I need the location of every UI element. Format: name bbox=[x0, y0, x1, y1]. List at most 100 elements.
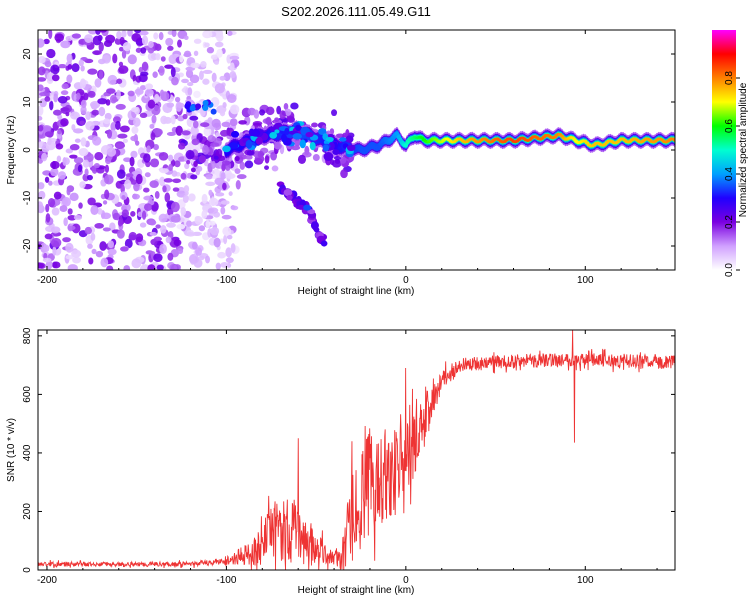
spectrogram-noise-blob bbox=[69, 144, 80, 151]
spectrogram-ridge-blob bbox=[281, 133, 287, 143]
spectrogram-noise-blob bbox=[152, 128, 163, 136]
spectrogram-noise-blob bbox=[168, 163, 173, 172]
spectrogram-ridge-blob bbox=[255, 136, 263, 145]
spectrogram-noise-blob bbox=[229, 70, 237, 79]
spectrogram-noise-blob bbox=[204, 42, 210, 48]
spectrogram-noise-blob bbox=[156, 264, 164, 270]
spectrogram-noise-blob bbox=[193, 50, 199, 57]
spectrogram-ylabel: Frequency (Hz) bbox=[6, 116, 17, 185]
spectrogram-ridge-blob bbox=[250, 129, 261, 137]
spectrogram-noise-blob bbox=[62, 157, 67, 166]
spectrogram-noise-blob bbox=[57, 95, 68, 104]
spectrogram-noise-blob bbox=[119, 125, 130, 133]
spectrogram-scatter-blob bbox=[221, 160, 231, 166]
spectrogram-noise-blob bbox=[147, 99, 156, 109]
spectrogram-noise-blob bbox=[220, 200, 230, 205]
spectrogram-noise-blob bbox=[119, 36, 125, 44]
spectrogram-noise-blob bbox=[80, 99, 87, 109]
spectrogram-noise-blob bbox=[127, 54, 137, 65]
spectrogram-noise-blob bbox=[199, 70, 204, 81]
colorbar-tick-label: 0.0 bbox=[724, 263, 735, 277]
spectrogram-scatter-blob bbox=[239, 161, 245, 170]
spectrogram-noise-blob bbox=[71, 249, 82, 258]
spectrogram-noise-blob bbox=[175, 125, 183, 136]
spectrogram-noise-blob bbox=[208, 220, 216, 226]
spectrogram-scatter-blob bbox=[265, 116, 272, 126]
spectrogram-noise-blob bbox=[134, 88, 144, 95]
spectrogram-scatter-blob bbox=[311, 122, 318, 128]
spectrogram-ridge-blob bbox=[318, 128, 327, 135]
spectrogram-noise-blob bbox=[226, 54, 232, 64]
spectrogram-noise-blob bbox=[184, 162, 190, 170]
spectrogram-noise-blob bbox=[59, 205, 68, 213]
spectrogram-noise-blob bbox=[66, 74, 73, 84]
spectrogram-noise-blob bbox=[167, 252, 174, 261]
spectrogram-xlabel: Height of straight line (km) bbox=[298, 286, 415, 297]
spectrogram-branch-blob bbox=[286, 194, 293, 201]
spectrogram-noise-blob bbox=[198, 255, 205, 261]
spectrogram-noise-blob bbox=[45, 213, 51, 223]
spectrogram-scatter-blob bbox=[193, 120, 199, 129]
spectrogram-noise-blob bbox=[188, 193, 196, 202]
spectrogram-noise-blob bbox=[215, 192, 225, 197]
spectrogram-noise-blob bbox=[127, 30, 133, 37]
spectrogram-noise-blob bbox=[187, 82, 194, 87]
spectrogram-scatter-blob bbox=[274, 117, 280, 123]
spectrogram-noise-blob bbox=[44, 96, 51, 102]
spectrogram-scatter-blob bbox=[200, 122, 210, 128]
spectrogram-noise-blob bbox=[135, 233, 144, 243]
spectrogram-noise-blob bbox=[168, 154, 174, 162]
spectrogram-scatter-blob bbox=[182, 113, 188, 120]
spectrogram-noise-blob bbox=[152, 71, 158, 79]
spectrogram-ridge-blob bbox=[274, 129, 280, 134]
spectrogram-noise-blob bbox=[222, 226, 232, 236]
spectrogram-noise-blob bbox=[159, 176, 166, 187]
spectrogram-scatter-blob bbox=[253, 109, 260, 119]
spectrogram-noise-blob bbox=[48, 30, 53, 40]
spectrogram-noise-blob bbox=[150, 158, 160, 168]
colorbar-ticks: 0.0 0.2 0.4 0.6 0.8 bbox=[724, 71, 740, 277]
spectrogram-noise-blob bbox=[73, 215, 83, 220]
spectrogram-scatter-blob bbox=[236, 174, 247, 180]
spectrogram-noise-blob bbox=[221, 214, 232, 220]
spectrogram-noise-blob bbox=[94, 223, 104, 229]
spectrogram-noise-blob bbox=[148, 40, 154, 49]
spectrogram-scatter-blob bbox=[279, 110, 286, 120]
spectrogram-scatter-blob bbox=[331, 109, 338, 117]
spectrogram-noise-blob bbox=[193, 90, 201, 99]
spectrogram-noise-blob bbox=[137, 211, 144, 218]
spectrogram-noise-blob bbox=[76, 92, 81, 100]
spectrogram-noise-blob bbox=[171, 76, 179, 86]
spectrogram-noise-blob bbox=[122, 42, 132, 52]
spectrogram-noise-blob bbox=[138, 30, 149, 36]
spectrogram-noise-blob bbox=[38, 201, 44, 211]
spectrogram-noise-blob bbox=[99, 241, 107, 251]
spectrogram-noise-blob bbox=[220, 206, 226, 215]
spectrogram-noise-blob bbox=[104, 112, 112, 121]
spectrogram-noise-blob bbox=[179, 54, 184, 63]
spectrogram-ridge-blob bbox=[309, 141, 316, 151]
spectrogram-ytick-label: -10 bbox=[22, 190, 33, 205]
spectrogram-noise-blob bbox=[97, 208, 103, 215]
spectrogram-noise-blob bbox=[67, 225, 76, 231]
spectrogram-noise-blob bbox=[214, 83, 226, 94]
spectrogram-noise-blob bbox=[38, 105, 44, 116]
spectrogram-noise-blob bbox=[88, 257, 94, 265]
spectrogram-noise-blob bbox=[141, 61, 149, 72]
spectrogram-xtick-label: 0 bbox=[403, 275, 409, 286]
spectrogram-ridge-blob bbox=[332, 149, 340, 155]
spectrogram-ridge-blob bbox=[231, 130, 240, 138]
spectrogram-noise-blob bbox=[154, 190, 160, 199]
spectrogram-noise-blob bbox=[80, 137, 87, 147]
spectrogram-noise-blob bbox=[106, 88, 116, 94]
spectrogram-noise-blob bbox=[44, 60, 52, 68]
spectrogram-scatter-blob bbox=[211, 118, 221, 128]
spectrogram-noise-blob bbox=[131, 258, 142, 269]
spectrogram-branch-peak bbox=[303, 204, 312, 211]
spectrogram-scatter-blob bbox=[190, 174, 198, 180]
spectrogram-noise-blob bbox=[109, 94, 118, 104]
spectrogram-ridge-blob bbox=[292, 133, 302, 140]
spectrogram-noise-blob bbox=[223, 234, 228, 245]
